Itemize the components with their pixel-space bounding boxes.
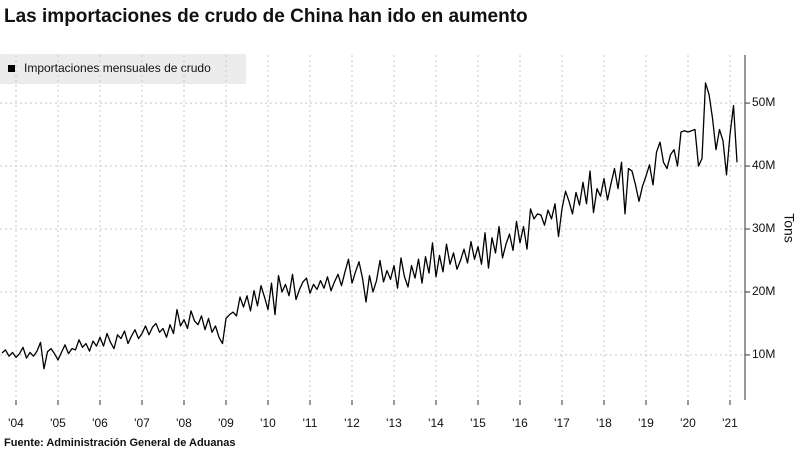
y-tick-label: 40M <box>752 158 775 172</box>
x-tick-label: '21 <box>722 416 738 430</box>
x-tick-label: '07 <box>134 416 150 430</box>
source: Fuente: Administración General de Aduana… <box>4 437 235 449</box>
y-axis-title: Tons <box>781 213 797 243</box>
x-tick-label: '08 <box>176 416 192 430</box>
legend-swatch <box>8 65 15 72</box>
x-tick-label: '12 <box>344 416 360 430</box>
y-tick-label: 30M <box>752 221 775 235</box>
x-tick-label: '16 <box>512 416 528 430</box>
legend-label: Importaciones mensuales de crudo <box>24 61 211 75</box>
x-tick-label: '17 <box>554 416 570 430</box>
y-tick-label: 10M <box>752 347 775 361</box>
x-tick-label: '13 <box>386 416 402 430</box>
legend-box <box>0 54 246 84</box>
x-tick-label: '04 <box>8 416 24 430</box>
x-tick-label: '10 <box>260 416 276 430</box>
x-tick-label: '19 <box>638 416 654 430</box>
y-tick-label: 20M <box>752 284 775 298</box>
x-tick-label: '09 <box>218 416 234 430</box>
x-tick-label: '18 <box>596 416 612 430</box>
x-tick-label: '20 <box>680 416 696 430</box>
y-tick-label: 50M <box>752 95 775 109</box>
data-line <box>1 82 738 370</box>
x-tick-label: '15 <box>470 416 486 430</box>
x-tick-label: '05 <box>50 416 66 430</box>
chart-title: Las importaciones de crudo de China han … <box>4 6 528 27</box>
x-tick-label: '11 <box>303 416 318 430</box>
x-tick-label: '06 <box>92 416 108 430</box>
x-tick-label: '14 <box>428 416 444 430</box>
